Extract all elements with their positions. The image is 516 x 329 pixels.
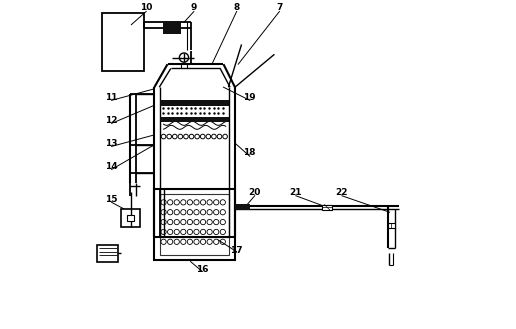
Text: 10: 10 bbox=[140, 3, 152, 12]
Text: 22: 22 bbox=[335, 188, 348, 197]
Text: 21: 21 bbox=[289, 188, 302, 197]
Text: 8: 8 bbox=[233, 3, 240, 12]
Bar bbox=[126, 215, 135, 220]
Text: 19: 19 bbox=[244, 92, 256, 102]
Bar bbox=[235, 204, 250, 210]
Text: 17: 17 bbox=[230, 245, 243, 255]
Text: 11: 11 bbox=[105, 92, 118, 102]
Text: 18: 18 bbox=[244, 148, 256, 158]
Text: 12: 12 bbox=[105, 115, 118, 125]
Text: 15: 15 bbox=[105, 194, 118, 204]
Bar bbox=[160, 194, 229, 255]
Bar bbox=[388, 223, 395, 228]
Bar bbox=[154, 189, 235, 260]
Bar bbox=[121, 209, 139, 227]
Bar bbox=[160, 100, 229, 106]
Bar bbox=[163, 21, 181, 34]
Bar bbox=[322, 205, 332, 210]
Bar bbox=[160, 117, 229, 122]
Text: 14: 14 bbox=[105, 162, 118, 171]
Text: 16: 16 bbox=[196, 265, 208, 274]
Text: 20: 20 bbox=[249, 188, 261, 197]
Bar bbox=[102, 13, 144, 71]
Text: 9: 9 bbox=[190, 3, 197, 12]
Text: 7: 7 bbox=[276, 3, 283, 12]
Bar bbox=[97, 245, 118, 262]
Text: 13: 13 bbox=[105, 139, 118, 148]
